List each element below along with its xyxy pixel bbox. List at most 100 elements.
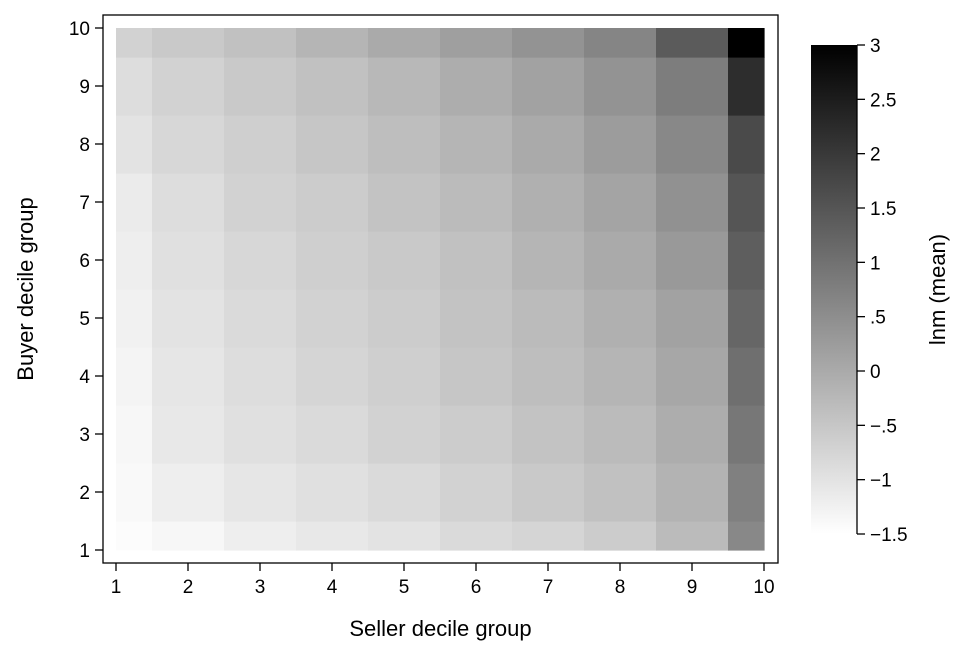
y-tick-label: 5 — [79, 309, 90, 330]
heatmap-cell-b8-s10 — [728, 115, 765, 174]
heatmap-cell-b3-s6 — [440, 405, 513, 464]
colorbar-tick-label: 2.5 — [870, 90, 896, 111]
heatmap-cell-b5-s7 — [512, 289, 585, 348]
heatmap-cell-b2-s10 — [728, 463, 765, 522]
y-tick-label: 2 — [79, 483, 90, 504]
heatmap-cell-b3-s10 — [728, 405, 765, 464]
x-tick-label: 5 — [399, 577, 410, 598]
heatmap-cell-b5-s10 — [728, 289, 765, 348]
heatmap-cell-b2-s9 — [656, 463, 729, 522]
heatmap-cell-b6-s10 — [728, 231, 765, 290]
heatmap-cell-b4-s7 — [512, 347, 585, 406]
y-axis: 1 2 3 4 5 6 7 8 9 10 — [69, 19, 103, 562]
colorbar-tick-label: −.5 — [870, 416, 897, 437]
x-axis-title: Seller decile group — [349, 616, 531, 641]
y-tick-label: 9 — [79, 77, 90, 98]
y-tick-label: 3 — [79, 425, 90, 446]
colorbar-axis: 32.521.51.50−.5−1−1.5 — [856, 36, 908, 546]
heatmap-cell-b10-s7 — [512, 28, 585, 58]
heatmap-cell-b10-s2 — [152, 28, 225, 58]
heatmap-cell-b8-s5 — [368, 115, 441, 174]
heatmap-cell-b8-s8 — [584, 115, 657, 174]
heatmap-cell-b9-s6 — [440, 57, 513, 116]
heatmap-cell-b2-s1 — [116, 463, 153, 522]
heatmap-cell-b3-s7 — [512, 405, 585, 464]
colorbar — [811, 45, 857, 534]
heatmap-cell-b4-s8 — [584, 347, 657, 406]
heatmap-cell-b5-s5 — [368, 289, 441, 348]
y-tick-label: 1 — [79, 541, 90, 562]
heatmap-cell-b10-s3 — [224, 28, 297, 58]
heatmap-cells — [116, 28, 765, 551]
heatmap-cell-b3-s5 — [368, 405, 441, 464]
heatmap-cell-b5-s9 — [656, 289, 729, 348]
heatmap-cell-b1-s4 — [296, 521, 369, 551]
heatmap-cell-b4-s6 — [440, 347, 513, 406]
heatmap-cell-b8-s4 — [296, 115, 369, 174]
heatmap-cell-b7-s4 — [296, 173, 369, 232]
heatmap-cell-b8-s9 — [656, 115, 729, 174]
heatmap-cell-b8-s1 — [116, 115, 153, 174]
heatmap-cell-b2-s2 — [152, 463, 225, 522]
heatmap-cell-b9-s2 — [152, 57, 225, 116]
heatmap-cell-b3-s3 — [224, 405, 297, 464]
heatmap-cell-b7-s2 — [152, 173, 225, 232]
y-tick-label: 6 — [79, 251, 90, 272]
heatmap-cell-b1-s9 — [656, 521, 729, 551]
heatmap-cell-b4-s2 — [152, 347, 225, 406]
heatmap-cell-b10-s9 — [656, 28, 729, 58]
x-tick-label: 9 — [687, 577, 698, 598]
heatmap-cell-b5-s4 — [296, 289, 369, 348]
heatmap-cell-b7-s9 — [656, 173, 729, 232]
heatmap-cell-b10-s5 — [368, 28, 441, 58]
colorbar-tick-label: 1 — [870, 253, 881, 274]
heatmap-cell-b7-s8 — [584, 173, 657, 232]
heatmap-cell-b4-s3 — [224, 347, 297, 406]
heatmap-cell-b9-s5 — [368, 57, 441, 116]
x-tick-label: 1 — [111, 577, 122, 598]
heatmap-cell-b5-s8 — [584, 289, 657, 348]
heatmap-cell-b1-s8 — [584, 521, 657, 551]
heatmap-cell-b2-s7 — [512, 463, 585, 522]
heatmap-cell-b1-s2 — [152, 521, 225, 551]
colorbar-tick-label: 2 — [870, 145, 881, 166]
heatmap-cell-b3-s1 — [116, 405, 153, 464]
y-tick-label: 10 — [69, 19, 90, 40]
x-tick-label: 3 — [255, 577, 266, 598]
heatmap-cell-b7-s10 — [728, 173, 765, 232]
heatmap-cell-b2-s5 — [368, 463, 441, 522]
heatmap-cell-b10-s6 — [440, 28, 513, 58]
heatmap-cell-b6-s3 — [224, 231, 297, 290]
heatmap-cell-b8-s2 — [152, 115, 225, 174]
heatmap-cell-b10-s1 — [116, 28, 153, 58]
heatmap-cell-b9-s1 — [116, 57, 153, 116]
y-tick-label: 4 — [79, 367, 90, 388]
heatmap-cell-b3-s8 — [584, 405, 657, 464]
heatmap-cell-b1-s7 — [512, 521, 585, 551]
heatmap-cell-b7-s6 — [440, 173, 513, 232]
heatmap-cell-b2-s3 — [224, 463, 297, 522]
heatmap-cell-b7-s7 — [512, 173, 585, 232]
heatmap-cell-b6-s6 — [440, 231, 513, 290]
heatmap-cell-b4-s1 — [116, 347, 153, 406]
heatmap-cell-b10-s10 — [728, 28, 765, 58]
x-tick-label: 7 — [543, 577, 554, 598]
colorbar-title: lnm (mean) — [925, 234, 950, 345]
x-tick-label: 10 — [753, 577, 774, 598]
heatmap-cell-b4-s9 — [656, 347, 729, 406]
x-axis: 1 2 3 4 5 6 7 8 9 10 — [111, 563, 775, 598]
colorbar-tick-label: −1 — [870, 471, 892, 492]
heatmap-cell-b7-s1 — [116, 173, 153, 232]
heatmap-cell-b6-s4 — [296, 231, 369, 290]
heatmap-cell-b4-s4 — [296, 347, 369, 406]
y-tick-label: 7 — [79, 193, 90, 214]
heatmap-cell-b6-s7 — [512, 231, 585, 290]
heatmap-cell-b8-s7 — [512, 115, 585, 174]
plot-area-frame — [102, 14, 779, 564]
heatmap-cell-b1-s10 — [728, 521, 765, 551]
x-tick-label: 2 — [183, 577, 194, 598]
heatmap-cell-b9-s7 — [512, 57, 585, 116]
heatmap-cell-b10-s4 — [296, 28, 369, 58]
heatmap-cell-b2-s8 — [584, 463, 657, 522]
